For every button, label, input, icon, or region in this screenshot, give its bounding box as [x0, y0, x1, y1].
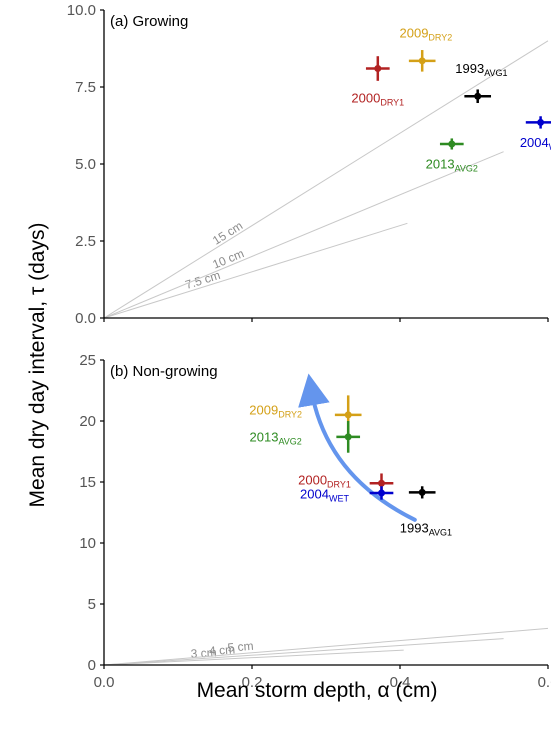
- x-tick-label: 0.2: [242, 674, 263, 691]
- point-marker: [474, 92, 482, 100]
- panel-label: (b) Non-growing: [110, 363, 218, 380]
- y-tick-label: 25: [79, 352, 96, 369]
- point-label: 2004WET: [520, 135, 551, 152]
- reference-line: [103, 151, 504, 319]
- y-tick-label: 20: [79, 413, 96, 430]
- data-point-2000: 2000DRY1: [351, 56, 404, 107]
- x-tick-label: 0.6: [538, 674, 551, 691]
- y-tick-label: 10: [79, 535, 96, 552]
- y-tick-label: 7.5: [75, 79, 96, 96]
- point-marker: [537, 118, 545, 126]
- data-point-2009: 2009DRY2: [400, 26, 453, 72]
- data-point-2009: 2009DRY2: [249, 395, 362, 435]
- reference-line: [103, 222, 408, 319]
- reference-line-label: 4 cm: [209, 642, 236, 658]
- point-marker: [374, 65, 382, 73]
- point-label: 2013AVG2: [426, 157, 478, 174]
- reference-line: [103, 638, 504, 666]
- point-marker: [448, 140, 456, 148]
- reference-line: [103, 40, 549, 319]
- data-point-2004: 2004WET: [300, 486, 394, 503]
- point-label: 2000DRY1: [351, 90, 404, 107]
- point-label: 1993AVG1: [400, 521, 452, 538]
- y-axis-title: Mean dry day interval, τ (days): [26, 223, 49, 508]
- reference-line: [103, 627, 549, 666]
- data-point-1993: 1993AVG1: [455, 61, 508, 104]
- point-marker: [378, 489, 385, 497]
- point-label: 2000DRY1: [298, 472, 351, 489]
- y-tick-label: 5: [88, 596, 96, 613]
- panel-label: (a) Growing: [110, 13, 188, 30]
- data-point-2013: 2013AVG2: [426, 138, 478, 174]
- trend-arrow: [298, 373, 417, 522]
- reference-line-label: 15 cm: [210, 218, 245, 247]
- point-marker: [344, 411, 352, 419]
- x-tick-label: 0.4: [390, 674, 411, 691]
- reference-line-label: 5 cm: [227, 639, 254, 655]
- x-axis-title: Mean storm depth, α (cm): [197, 679, 438, 702]
- data-point-2004: 2004WET: [520, 116, 551, 152]
- data-point-1993: 1993AVG1: [400, 486, 452, 538]
- point-label: 2013AVG2: [250, 430, 302, 447]
- reference-line: [103, 649, 404, 666]
- y-tick-label: 15: [79, 474, 96, 491]
- point-marker: [344, 433, 352, 441]
- point-marker: [418, 488, 426, 496]
- y-tick-label: 10.0: [67, 2, 96, 19]
- point-label: 2009DRY2: [400, 26, 453, 43]
- point-marker: [418, 57, 426, 65]
- reference-line-label: 10 cm: [210, 246, 246, 271]
- x-tick-label: 0.0: [94, 674, 115, 691]
- data-point-2013: 2013AVG2: [250, 421, 361, 453]
- y-tick-label: 0.0: [75, 310, 96, 327]
- y-tick-label: 5.0: [75, 156, 96, 173]
- y-tick-label: 2.5: [75, 233, 96, 250]
- point-label: 2004WET: [300, 486, 349, 503]
- point-label: 1993AVG1: [455, 61, 507, 78]
- point-marker: [378, 479, 385, 487]
- y-tick-label: 0: [88, 657, 96, 674]
- point-label: 2009DRY2: [249, 402, 302, 419]
